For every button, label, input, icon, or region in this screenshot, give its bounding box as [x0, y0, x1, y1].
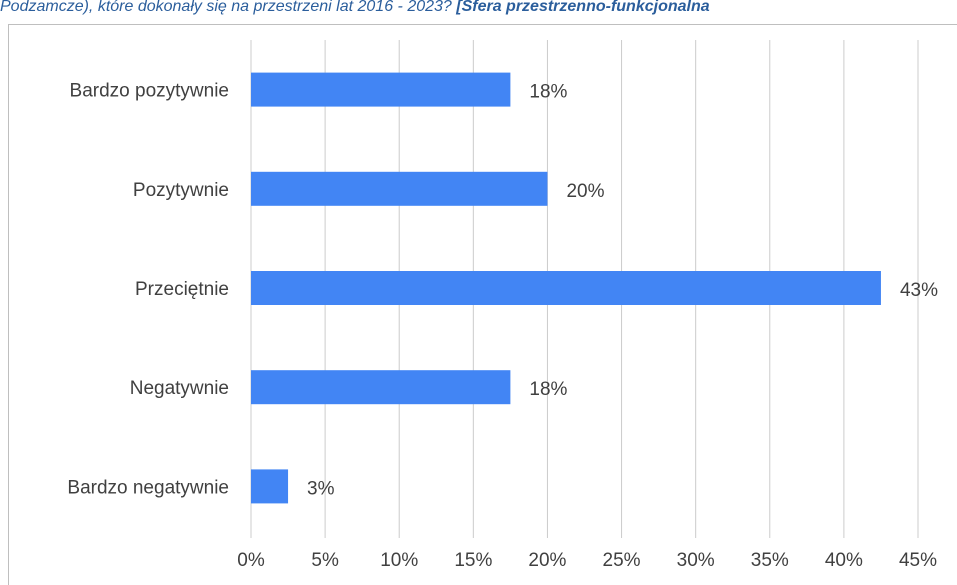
x-tick-label: 30%: [677, 550, 715, 571]
x-tick-label: 10%: [380, 550, 418, 571]
category-label: Bardzo pozytywnie: [70, 81, 229, 102]
x-tick-label: 5%: [311, 550, 339, 571]
x-tick-label: 35%: [751, 550, 789, 571]
bar: [251, 171, 548, 206]
x-tick-label: 15%: [454, 550, 492, 571]
x-tick-label: 25%: [603, 550, 641, 571]
caption-text: Podzamcze), które dokonały się na przest…: [0, 0, 457, 15]
bar: [251, 469, 289, 504]
data-label: 3%: [307, 478, 335, 499]
category-label: Bardzo negatywnie: [67, 477, 229, 498]
bar: [251, 370, 511, 405]
x-tick-label: 0%: [237, 550, 265, 571]
bar: [251, 72, 511, 107]
data-label: 18%: [529, 379, 567, 400]
x-axis-tick-labels: 0% 5% 10% 15% 20% 25% 30% 35% 40% 45%: [237, 550, 937, 571]
x-tick-label: 40%: [825, 550, 863, 571]
value-labels: 18% 20% 43% 18% 3%: [307, 82, 938, 500]
data-label: 18%: [529, 82, 567, 103]
category-label: Pozytywnie: [133, 180, 229, 201]
category-label: Negatywnie: [130, 378, 229, 399]
category-label: Przeciętnie: [135, 279, 229, 300]
bars: [251, 72, 881, 504]
x-tick-label: 20%: [528, 550, 566, 571]
category-labels: Bardzo pozytywnie Pozytywnie Przeciętnie Ne…: [67, 81, 229, 499]
bar: [251, 271, 881, 305]
chart-caption: Podzamcze), które dokonały się na przest…: [0, 0, 957, 18]
chart-frame: [8, 24, 957, 585]
caption-bold-text: [Sfera przestrzenno-funkcjonalna: [456, 0, 710, 15]
x-tick-label: 45%: [899, 550, 937, 571]
data-label: 43%: [900, 280, 938, 301]
data-label: 20%: [566, 181, 604, 202]
